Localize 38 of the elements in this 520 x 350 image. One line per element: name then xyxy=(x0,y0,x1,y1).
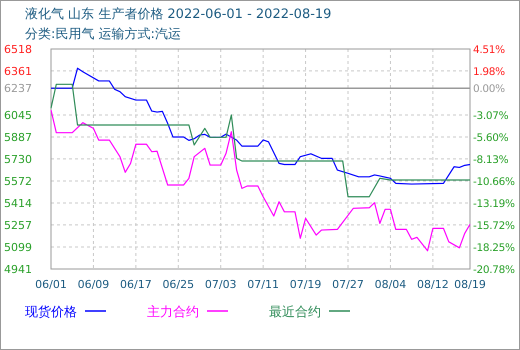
y2-tick-label: -20.78% xyxy=(473,264,516,276)
chart-subtitle: 分类:民用气 运输方式:汽运 xyxy=(25,26,181,42)
y2-tick-label: -3.07% xyxy=(473,110,509,122)
legend-label: 最近合约 xyxy=(269,305,321,320)
x-tick-label: 06/17 xyxy=(120,278,152,291)
y2-tick-label: 1.98% xyxy=(473,66,506,78)
y2-tick-label: 4.51% xyxy=(473,44,506,56)
y-tick-label: 5099 xyxy=(4,240,32,254)
y2-tick-label: -18.25% xyxy=(473,242,516,254)
y2-tick-label: -8.13% xyxy=(473,154,509,166)
y-tick-label: 4941 xyxy=(4,263,32,276)
x-tick-label: 07/27 xyxy=(332,278,364,291)
y-tick-label: 6237 xyxy=(4,82,32,96)
y2-tick-label: -10.66% xyxy=(473,176,516,188)
y2-tick-label: 0.00% xyxy=(473,83,506,96)
y-tick-label: 5572 xyxy=(4,174,32,188)
legend-label: 主力合约 xyxy=(147,304,199,320)
y2-tick-label: -5.60% xyxy=(473,132,509,144)
x-tick-label: 07/11 xyxy=(247,278,280,291)
x-tick-label: 06/01 xyxy=(35,278,67,291)
x-tick-label: 08/19 xyxy=(454,278,486,291)
x-tick-label: 07/19 xyxy=(290,278,322,291)
x-tick-label: 06/25 xyxy=(162,278,194,291)
y-tick-label: 5730 xyxy=(4,152,32,166)
y2-tick-label: -13.19% xyxy=(473,198,516,210)
legend-label: 现货价格 xyxy=(25,305,77,320)
x-tick-label: 06/09 xyxy=(78,278,110,291)
y2-tick-label: -15.72% xyxy=(473,220,516,232)
y-tick-label: 6518 xyxy=(4,43,32,56)
x-tick-label: 08/12 xyxy=(417,278,449,291)
y-tick-label: 5887 xyxy=(4,131,32,144)
x-tick-label: 07/03 xyxy=(204,278,237,291)
y-tick-label: 5257 xyxy=(4,218,32,232)
y-tick-label: 6361 xyxy=(4,64,32,78)
y-tick-label: 5414 xyxy=(4,197,32,210)
x-tick-label: 08/04 xyxy=(374,278,406,291)
chart-title: 液化气 山东 生产者价格 2022-06-01 - 2022-08-19 xyxy=(25,7,332,22)
y-tick-label: 6045 xyxy=(4,108,32,122)
